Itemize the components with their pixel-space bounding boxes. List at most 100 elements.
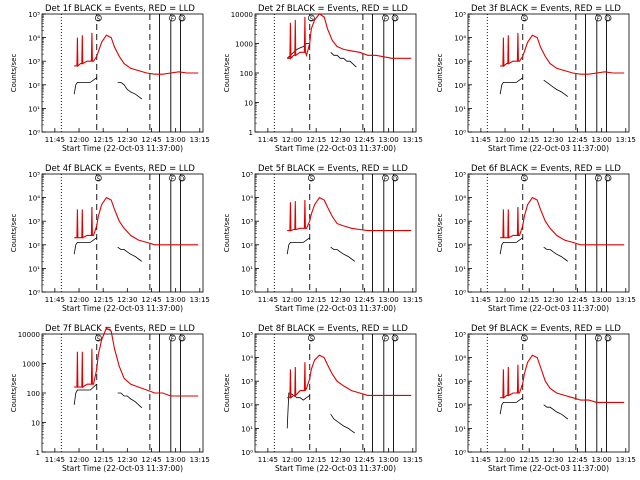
x-tick-label: 12:00 — [495, 136, 515, 144]
plot-frame — [467, 13, 630, 133]
y-tick-label: 10¹ — [241, 425, 253, 433]
series-events-line — [117, 82, 143, 100]
marker-label: S — [523, 177, 527, 183]
x-tick-label: 12:30 — [543, 296, 563, 304]
x-axis-label: Start Time (22-Oct-03 11:37:00) — [275, 304, 396, 313]
x-tick-label: 11:45 — [258, 296, 278, 304]
y-axis-label: Counts/sec — [10, 214, 18, 253]
y-tick-label: 10 — [31, 420, 40, 428]
y-tick-label: 10¹ — [454, 105, 466, 113]
panel-det-1: Det 1f BLACK = Events, RED = LLD 10⁰ 10¹ 10… — [10, 4, 210, 153]
marker-circle — [178, 14, 186, 22]
series-events-line — [73, 77, 97, 95]
series-lld-line — [500, 354, 625, 403]
y-tick-label: 10⁰ — [28, 129, 40, 137]
marker-label: D — [393, 177, 397, 183]
marker-label: S — [97, 17, 101, 23]
marker-label: D — [180, 17, 184, 23]
x-tick-label: 12:30 — [117, 296, 137, 304]
x-tick-label: 12:15 — [93, 136, 113, 144]
panel-det-8: Det 8f BLACK = Events, RED = LLD 10⁰ 10¹ 10… — [223, 324, 423, 473]
marker-label: D — [180, 337, 184, 343]
x-tick-label: 12:15 — [519, 456, 539, 464]
x-tick-label: 12:00 — [69, 456, 89, 464]
x-tick-label: 13:15 — [190, 456, 210, 464]
y-tick-label: 10² — [28, 242, 40, 250]
y-tick-label: 10¹ — [28, 265, 40, 273]
y-axis-label: Counts/sec — [223, 214, 231, 253]
y-tick-label: 10¹ — [28, 105, 40, 113]
y-tick-label: 10⁵ — [28, 11, 40, 19]
y-tick-label: 10³ — [454, 58, 466, 66]
plot-frame — [467, 333, 630, 453]
x-tick-label: 13:00 — [592, 136, 612, 144]
y-tick-label: 10 — [244, 100, 253, 108]
marker-label: F — [171, 17, 174, 23]
plot-frame — [254, 13, 417, 133]
series-lld-line — [287, 354, 412, 399]
marker-circle — [382, 334, 389, 342]
x-tick-label: 12:45 — [354, 296, 374, 304]
marker-circle — [595, 174, 602, 182]
x-tick-label: 13:00 — [379, 456, 399, 464]
x-tick-label: 12:45 — [567, 456, 587, 464]
marker-circle — [169, 334, 176, 342]
y-tick-label: 10⁰ — [28, 289, 40, 297]
y-tick-label: 10⁵ — [28, 171, 40, 179]
x-tick-label: 11:45 — [258, 136, 278, 144]
marker-label: S — [97, 177, 101, 183]
x-axis-label: Start Time (22-Oct-03 11:37:00) — [62, 144, 183, 153]
series-events-line — [499, 237, 523, 255]
series-events-line — [330, 246, 356, 262]
x-tick-label: 11:45 — [471, 456, 491, 464]
y-tick-label: 10⁰ — [454, 289, 466, 297]
marker-circle — [94, 334, 102, 342]
x-axis-label: Start Time (22-Oct-03 11:37:00) — [275, 144, 396, 153]
marker-circle — [520, 334, 528, 342]
series-events-line — [73, 237, 97, 255]
marker-label: D — [606, 337, 610, 343]
x-tick-label: 13:15 — [616, 456, 636, 464]
x-tick-label: 13:15 — [616, 136, 636, 144]
y-tick-label: 10⁴ — [28, 35, 40, 43]
y-tick-label: 10¹ — [454, 265, 466, 273]
x-tick-label: 13:15 — [190, 136, 210, 144]
plot-frame — [41, 333, 204, 453]
plot-frame — [41, 13, 204, 133]
series-events-line — [330, 52, 357, 68]
y-axis-label: Counts/sec — [10, 374, 18, 413]
y-axis-label: Counts/sec — [436, 374, 444, 413]
marker-circle — [595, 334, 602, 342]
plot-frame — [254, 173, 417, 293]
y-tick-label: 10000 — [231, 11, 253, 19]
y-tick-label: 100 — [27, 390, 40, 398]
marker-label: D — [606, 177, 610, 183]
y-tick-label: 100 — [240, 70, 253, 78]
y-tick-label: 1 — [249, 129, 253, 137]
series-events-line — [117, 392, 143, 409]
panel-det-6: Det 6f BLACK = Events, RED = LLD 10⁰ 10¹ 10… — [436, 164, 636, 313]
y-tick-label: 10² — [241, 402, 253, 410]
x-tick-label: 11:45 — [45, 456, 65, 464]
x-tick-label: 12:15 — [93, 456, 113, 464]
x-axis-label: Start Time (22-Oct-03 11:37:00) — [488, 464, 609, 473]
y-tick-label: 10⁵ — [241, 331, 253, 339]
marker-label: S — [523, 17, 527, 23]
marker-circle — [178, 174, 186, 182]
x-tick-label: 11:45 — [45, 136, 65, 144]
y-tick-label: 10² — [241, 242, 253, 250]
y-axis-label: Counts/sec — [436, 214, 444, 253]
x-tick-label: 12:00 — [495, 296, 515, 304]
y-tick-label: 10² — [28, 82, 40, 90]
x-tick-label: 13:00 — [592, 456, 612, 464]
series-lld-line — [74, 327, 199, 397]
y-tick-label: 10⁴ — [454, 355, 466, 363]
x-tick-label: 11:45 — [471, 296, 491, 304]
panel-det-2: Det 2f BLACK = Events, RED = LLD 1 10 100 10… — [223, 4, 423, 153]
x-tick-label: 12:15 — [519, 296, 539, 304]
y-tick-label: 10³ — [454, 218, 466, 226]
y-tick-label: 10⁴ — [28, 195, 40, 203]
x-tick-label: 12:30 — [117, 456, 137, 464]
marker-label: F — [171, 337, 174, 343]
marker-circle — [604, 14, 612, 22]
